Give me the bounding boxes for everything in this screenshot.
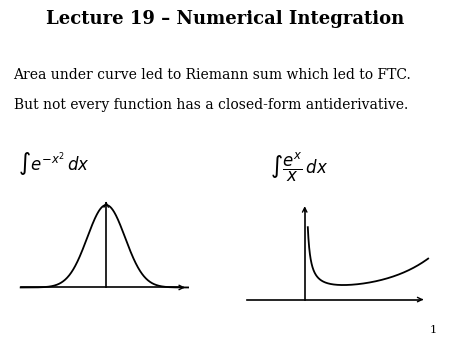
Text: Area under curve led to Riemann sum which led to FTC.: Area under curve led to Riemann sum whic… <box>14 68 411 81</box>
Text: But not every function has a closed-form antiderivative.: But not every function has a closed-form… <box>14 98 408 112</box>
Text: $\int e^{-x^2}\, dx$: $\int e^{-x^2}\, dx$ <box>18 150 90 179</box>
Text: $\int \dfrac{e^x}{x}\, dx$: $\int \dfrac{e^x}{x}\, dx$ <box>270 150 328 184</box>
Text: 1: 1 <box>429 324 436 335</box>
Text: Lecture 19 – Numerical Integration: Lecture 19 – Numerical Integration <box>46 10 404 28</box>
